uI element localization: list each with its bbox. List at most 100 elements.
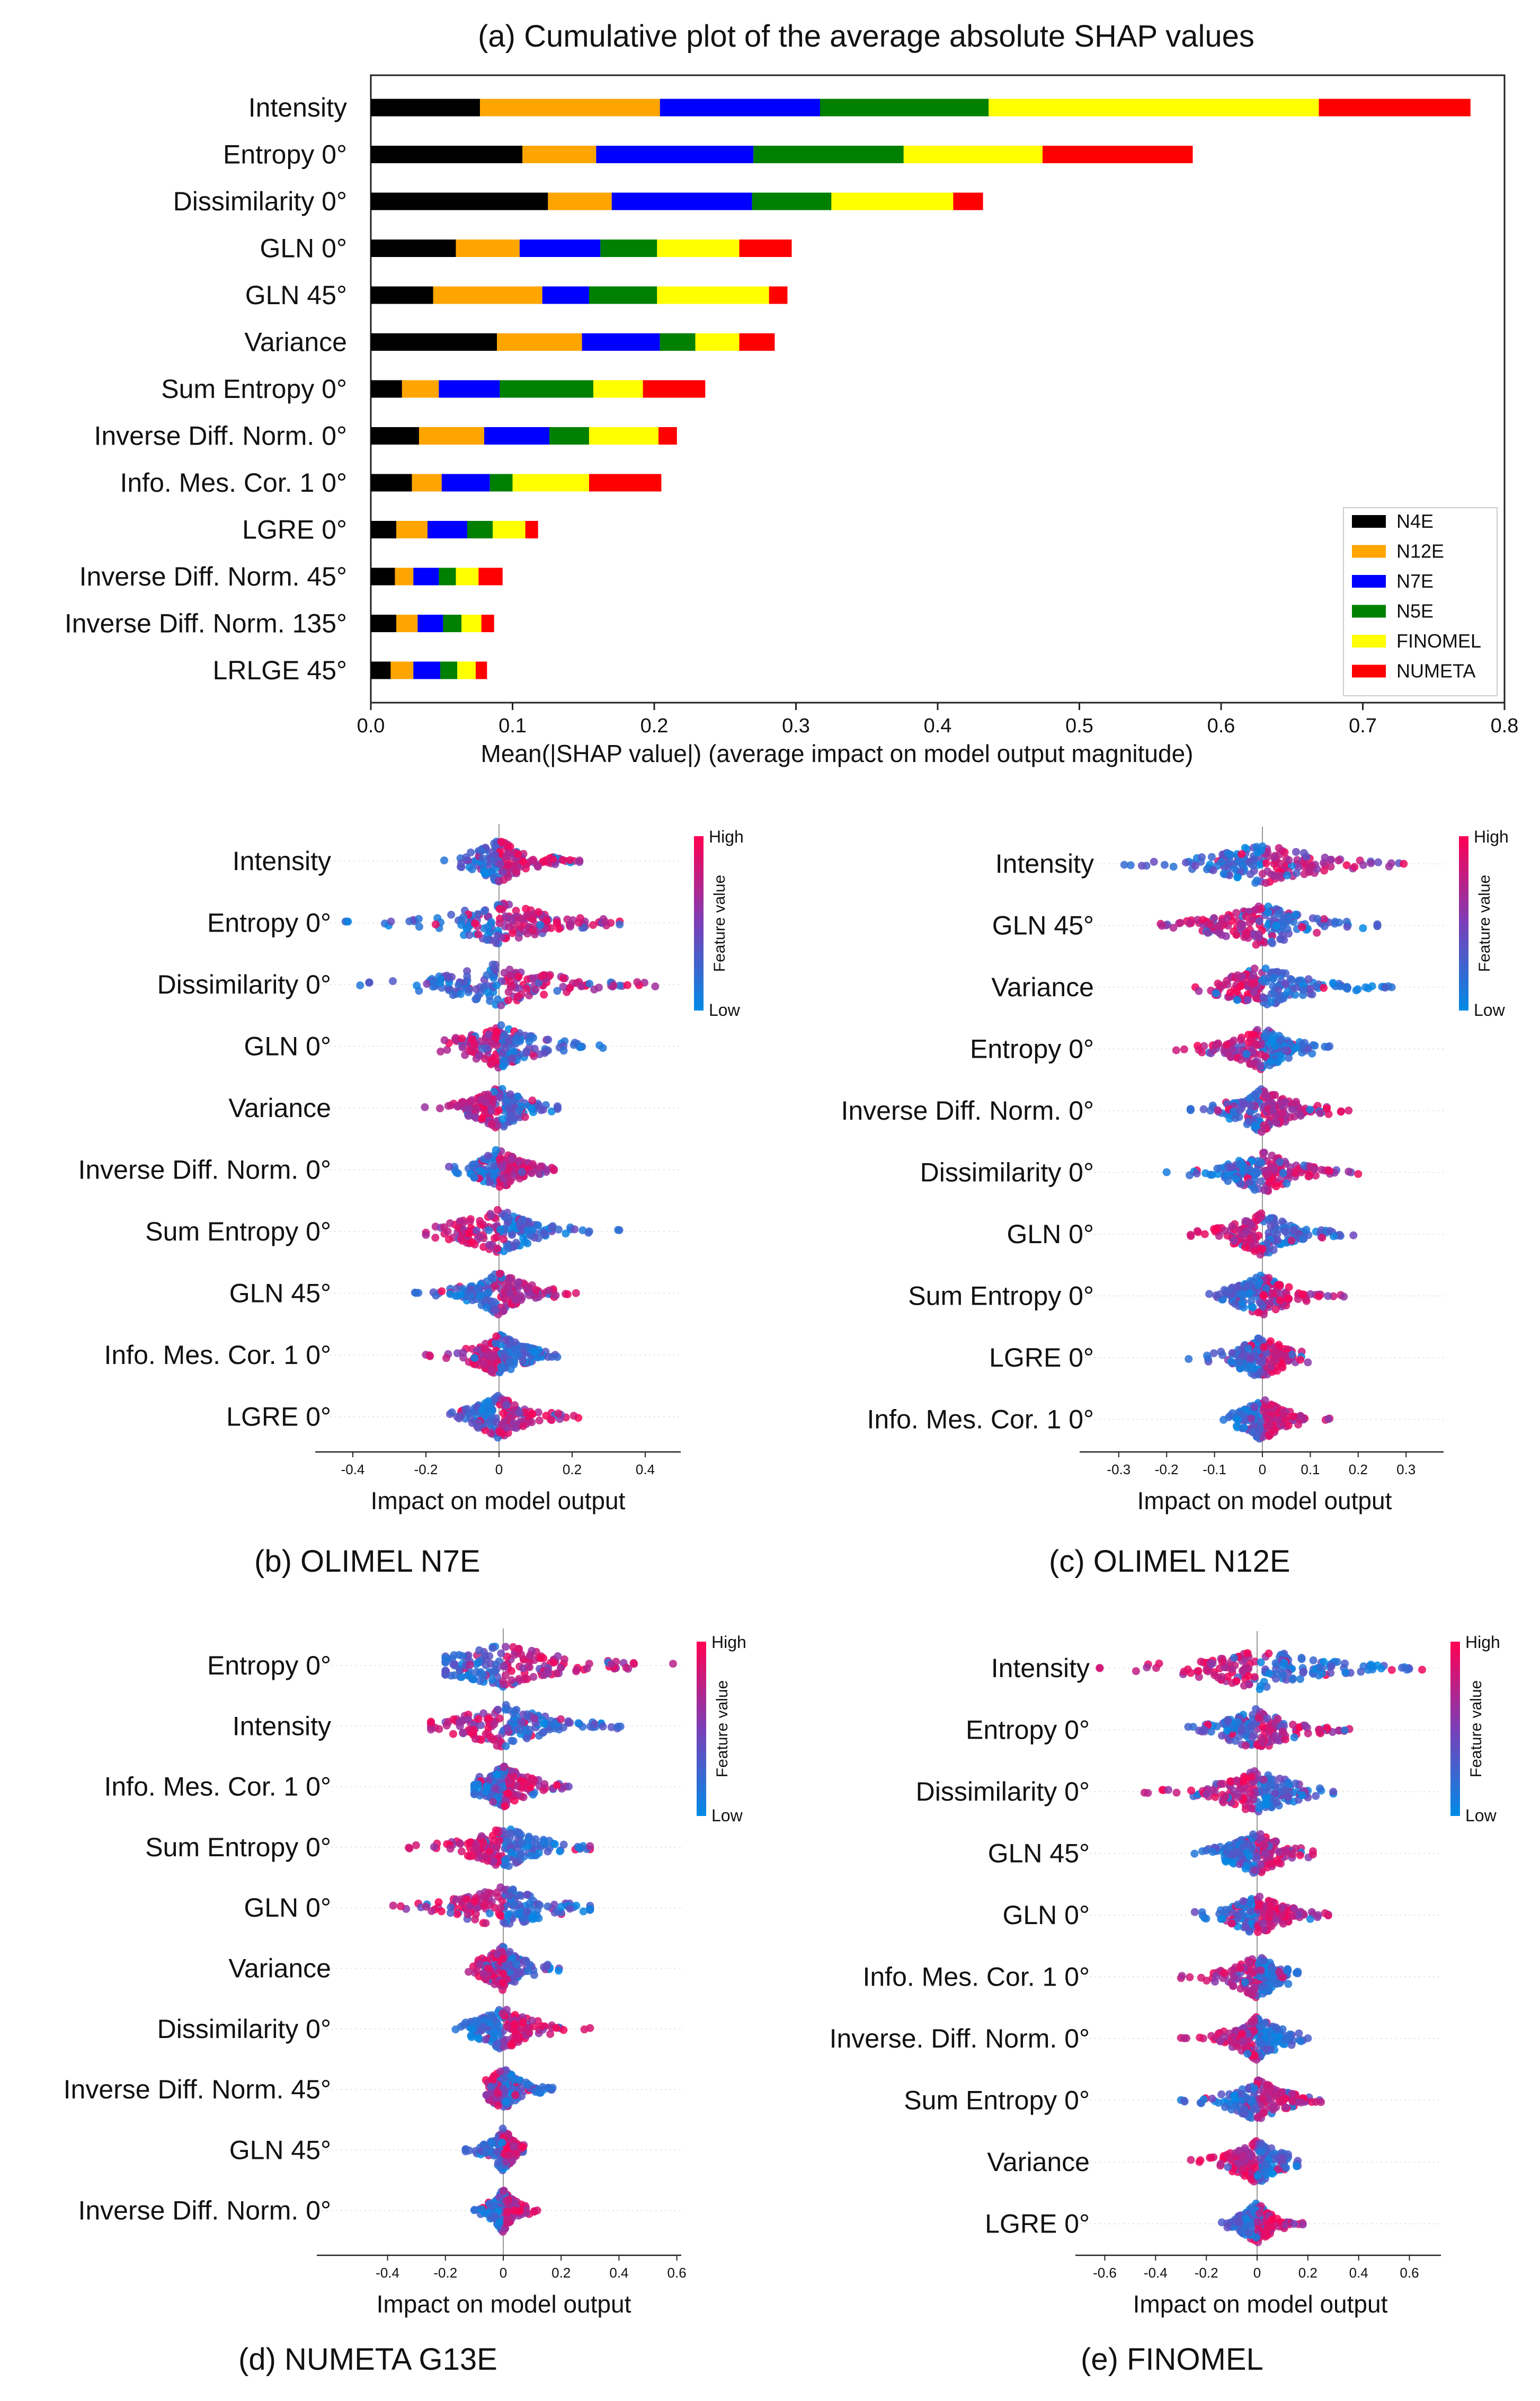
shap-dot — [1280, 1046, 1289, 1055]
shap-dot — [482, 1304, 491, 1312]
shap-dot — [1270, 1165, 1278, 1174]
bar-segment — [589, 286, 657, 304]
x-axis-label: Mean(|SHAP value|) (average impact on mo… — [481, 740, 1194, 767]
shap-dot — [536, 921, 545, 929]
shap-dot — [508, 916, 516, 925]
shap-dot — [1242, 1050, 1251, 1058]
shap-dot — [1238, 1409, 1246, 1417]
shap-dot — [449, 1660, 458, 1669]
shap-dot — [1223, 1289, 1231, 1298]
shap-dot — [537, 972, 545, 981]
shap-dot — [499, 1115, 507, 1123]
shap-dot — [1249, 1232, 1258, 1241]
feature-label: Info. Mes. Cor. 1 0° — [120, 468, 347, 498]
shap-dot — [389, 977, 397, 985]
shap-dot — [1235, 1358, 1243, 1367]
shap-dot — [434, 1898, 443, 1907]
shap-dot — [544, 1035, 553, 1044]
shap-dot — [1272, 1119, 1280, 1127]
shap-dot — [486, 1429, 495, 1437]
shap-dot — [1226, 1412, 1235, 1420]
shap-dot — [480, 1360, 489, 1368]
shap-dot — [1343, 923, 1351, 931]
shap-dot — [526, 1663, 534, 1671]
shap-dot — [1250, 1247, 1259, 1255]
shap-dot — [569, 1412, 578, 1420]
legend-box — [1343, 507, 1498, 696]
shap-dot — [502, 852, 511, 861]
shap-dot — [505, 965, 514, 974]
shap-dot — [1232, 1175, 1240, 1183]
shap-dot — [1260, 1121, 1268, 1129]
bar-segment — [402, 380, 439, 398]
shap-dot — [548, 1352, 556, 1361]
shap-dot — [458, 1034, 466, 1043]
shap-dot — [465, 931, 474, 940]
x-axis-label: Impact on model output — [371, 1487, 626, 1514]
shap-dot — [1272, 922, 1280, 930]
shap-dot — [529, 974, 537, 982]
shap-dot — [471, 919, 479, 928]
shap-dot — [1249, 1303, 1257, 1312]
shap-dot — [616, 920, 624, 929]
shap-dot — [413, 981, 421, 990]
shap-dot — [1266, 1057, 1275, 1066]
shap-dot — [585, 979, 594, 988]
shap-dot — [449, 991, 457, 999]
shap-dot — [470, 1782, 478, 1790]
shap-dot — [456, 1840, 465, 1848]
shap-dot — [510, 1973, 519, 1981]
bar-segment — [600, 240, 657, 257]
shap-dot — [1279, 1410, 1287, 1419]
shap-dot — [1244, 1290, 1253, 1298]
colorbar-low-label: Low — [709, 1000, 741, 1020]
shap-dot — [1304, 1172, 1313, 1181]
feature-label: Entropy 0° — [223, 140, 347, 170]
bar-segment — [440, 661, 458, 679]
shap-dot — [575, 856, 584, 865]
shap-dot — [555, 1966, 563, 1975]
shap-dot — [498, 1420, 506, 1429]
shap-dot — [595, 984, 603, 992]
shap-dot — [1373, 922, 1382, 931]
shap-dot — [1299, 986, 1307, 994]
shap-dot — [487, 1060, 495, 1068]
shap-dot — [1239, 920, 1247, 929]
feature-label: GLN 45° — [992, 911, 1094, 941]
shap-dot — [1345, 1106, 1353, 1115]
shap-dot — [529, 1160, 537, 1168]
shap-dot — [1277, 995, 1285, 1004]
shap-dot — [523, 1284, 531, 1292]
shap-dot — [539, 857, 548, 866]
shap-dot — [436, 1104, 444, 1113]
shap-dot — [470, 1174, 478, 1182]
bar-segment — [549, 427, 589, 445]
feature-label: Inverse Diff. Norm. 45° — [79, 562, 347, 591]
shap-dot — [1158, 922, 1166, 930]
shap-dot — [1243, 996, 1252, 1004]
bar-segment — [428, 521, 467, 538]
shap-dot — [458, 1099, 467, 1108]
panel-caption: (b) OLIMEL N7E — [254, 1544, 480, 1579]
tick-label: 0.3 — [782, 715, 810, 737]
shap-dot — [481, 1098, 489, 1106]
shap-dot — [508, 1054, 517, 1062]
shap-dot — [529, 856, 538, 864]
shap-dot — [510, 1651, 519, 1659]
bar-segment — [953, 192, 983, 210]
shap-dot — [519, 1777, 528, 1786]
shap-dot — [1214, 1039, 1222, 1048]
bar-segment — [542, 286, 589, 304]
shap-dot — [540, 1838, 548, 1846]
shap-dot — [1187, 1232, 1195, 1241]
shap-dot — [1237, 981, 1245, 990]
shap-dot — [487, 2083, 495, 2091]
shap-dot — [1278, 1109, 1287, 1117]
shap-dot — [474, 910, 482, 918]
feature-label: Info. Mes. Cor. 1 0° — [867, 1405, 1094, 1434]
shap-dot — [1279, 1169, 1287, 1177]
shap-dot — [615, 981, 624, 990]
